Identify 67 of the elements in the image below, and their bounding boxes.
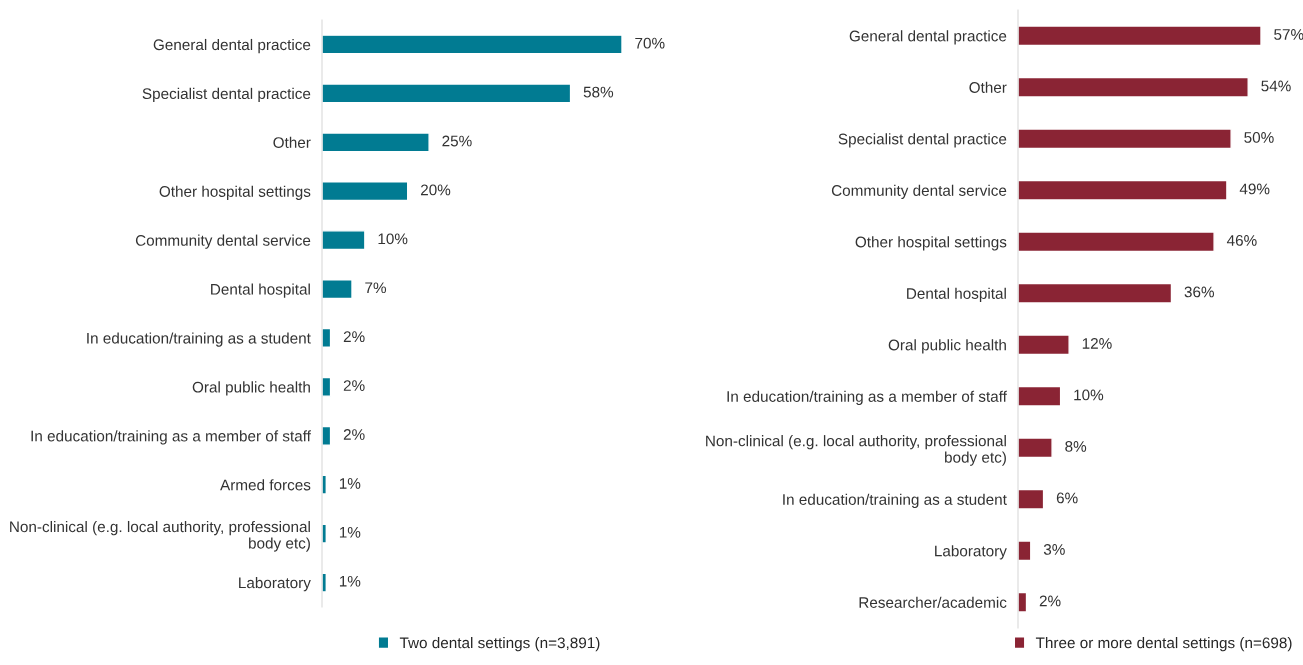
y-tick-label: Oral public health bbox=[192, 381, 310, 396]
bar bbox=[1018, 25, 1262, 47]
bar bbox=[322, 132, 430, 153]
bar bbox=[322, 230, 366, 251]
y-tick-label: General dental practice bbox=[153, 38, 311, 54]
y-tick-label: Dental hospital bbox=[907, 287, 1006, 302]
bar bbox=[1018, 540, 1032, 562]
y-tick-label: Specialist dental practice bbox=[142, 87, 311, 103]
data-label: 2% bbox=[1039, 595, 1061, 607]
data-label: 6% bbox=[1056, 492, 1078, 504]
bar bbox=[1018, 437, 1053, 459]
bar bbox=[1018, 488, 1045, 510]
legend-label: Three or more dental settings (n=698) bbox=[1035, 637, 1292, 652]
y-tick-label: Laboratory bbox=[935, 545, 1007, 560]
data-label: 2% bbox=[343, 331, 365, 342]
y-tick-label: In education/training as a member of staff bbox=[31, 430, 311, 445]
y-tick-label: In education/training as a student bbox=[783, 493, 1007, 508]
data-label: 70% bbox=[635, 37, 665, 49]
data-label: 2% bbox=[343, 380, 365, 391]
bar bbox=[1018, 179, 1228, 201]
data-label: 54% bbox=[1261, 80, 1291, 92]
data-label: 7% bbox=[365, 282, 387, 294]
y-tick-label: In education/training as a student bbox=[87, 332, 311, 347]
y-tick-label: Non-clinical (e.g. local authority, professional body etc) bbox=[706, 435, 1006, 466]
bar bbox=[322, 181, 409, 202]
data-label: 10% bbox=[1074, 389, 1104, 401]
y-tick-label: Oral public health bbox=[888, 339, 1006, 354]
y-tick-label: Armed forces bbox=[220, 479, 311, 491]
y-tick-label: Community dental service bbox=[831, 184, 1007, 199]
data-label: 20% bbox=[420, 184, 451, 196]
bar bbox=[1018, 76, 1249, 98]
y-tick-label: Laboratory bbox=[239, 577, 311, 592]
data-label: 12% bbox=[1082, 338, 1112, 349]
legend-label: Two dental settings (n=3,891) bbox=[399, 637, 600, 652]
bar bbox=[1018, 128, 1232, 150]
data-label: 50% bbox=[1244, 132, 1274, 143]
y-tick-label: Non-clinical (e.g. local authority, professional body etc) bbox=[10, 520, 310, 552]
y-tick-label: In education/training as a member of staff bbox=[727, 390, 1007, 405]
data-label: 36% bbox=[1184, 286, 1215, 298]
data-label: 49% bbox=[1239, 183, 1270, 195]
bar bbox=[322, 34, 623, 55]
y-tick-label: Researcher/academic bbox=[859, 596, 1007, 608]
bar bbox=[1018, 282, 1173, 304]
y-tick-label: Community dental service bbox=[135, 234, 311, 249]
data-label: 2% bbox=[343, 429, 365, 440]
y-tick-label: Other bbox=[969, 81, 1007, 93]
y-tick-label: Other hospital settings bbox=[159, 185, 311, 200]
data-label: 57% bbox=[1274, 29, 1303, 40]
data-label: 1% bbox=[339, 526, 361, 538]
data-label: 25% bbox=[442, 135, 472, 147]
y-tick-label: Other hospital settings bbox=[855, 236, 1007, 251]
y-tick-label: General dental practice bbox=[849, 30, 1007, 45]
bar bbox=[322, 279, 353, 300]
bar bbox=[322, 83, 572, 104]
bar bbox=[1018, 334, 1070, 356]
data-label: 46% bbox=[1226, 235, 1257, 246]
data-label: 8% bbox=[1065, 441, 1087, 452]
y-tick-label: Other bbox=[273, 136, 311, 148]
y-tick-label: Specialist dental practice bbox=[838, 133, 1007, 148]
data-label: 10% bbox=[378, 233, 408, 245]
data-label: 3% bbox=[1043, 544, 1065, 555]
y-tick-label: Dental hospital bbox=[211, 283, 310, 298]
bar bbox=[1018, 231, 1215, 253]
bar bbox=[1018, 385, 1062, 407]
data-label: 1% bbox=[339, 575, 361, 587]
data-label: 58% bbox=[583, 86, 614, 98]
data-label: 1% bbox=[339, 478, 361, 489]
